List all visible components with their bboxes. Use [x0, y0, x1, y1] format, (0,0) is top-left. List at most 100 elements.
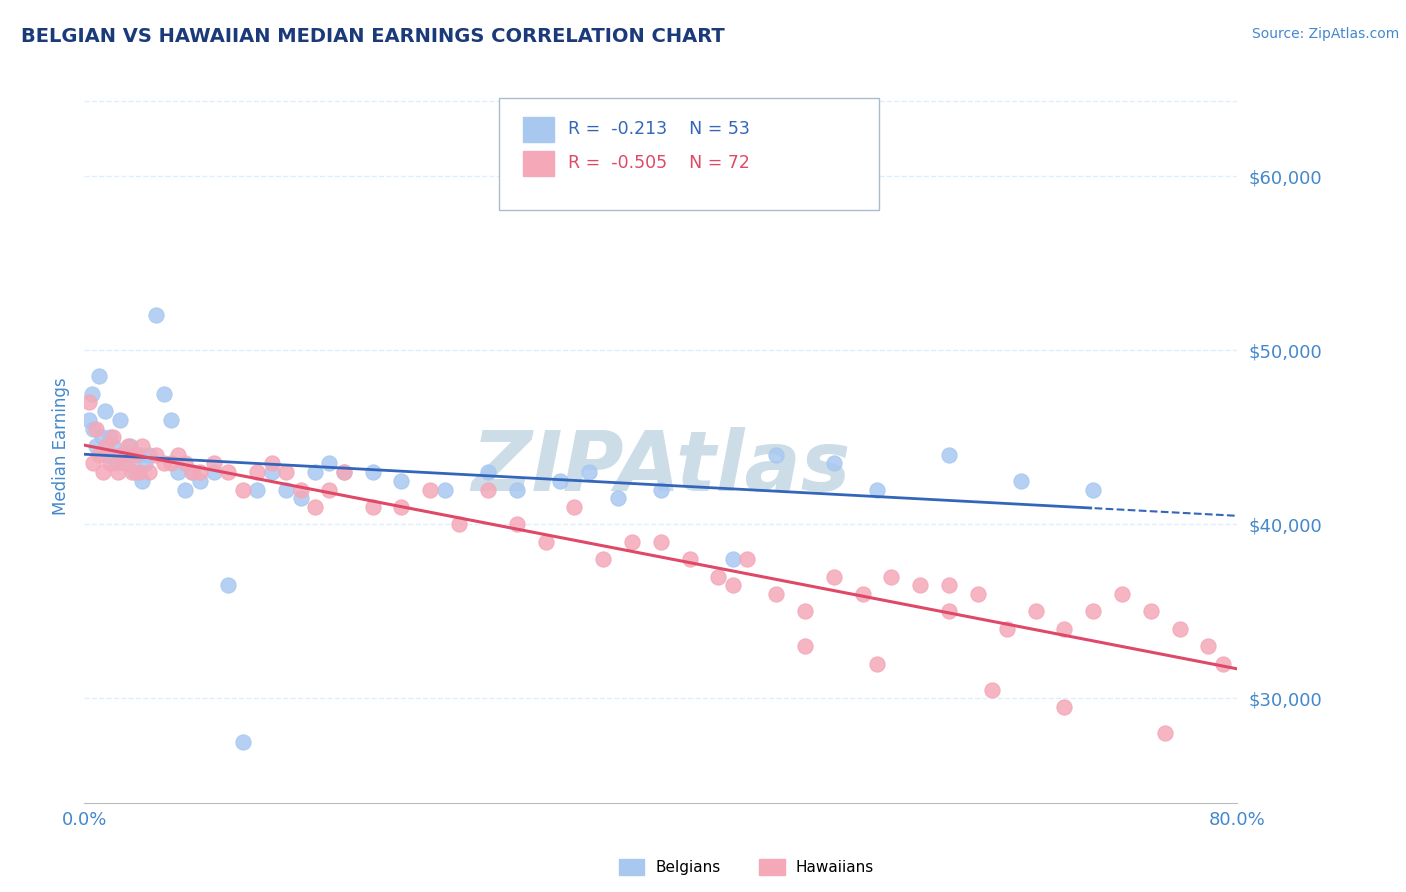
Point — [981, 682, 1004, 697]
Point — [138, 465, 160, 479]
Point — [167, 465, 190, 479]
Point — [679, 552, 702, 566]
Point — [506, 483, 529, 497]
Point — [246, 483, 269, 497]
Point — [246, 465, 269, 479]
Point — [1010, 474, 1032, 488]
Point — [114, 448, 136, 462]
Point — [128, 465, 150, 479]
Point — [152, 457, 174, 471]
Point — [124, 465, 146, 479]
Point — [995, 622, 1018, 636]
Point — [477, 483, 499, 497]
Point — [120, 439, 142, 453]
Point — [866, 483, 889, 497]
Point — [1053, 700, 1076, 714]
Point — [290, 491, 312, 506]
Point — [98, 457, 121, 471]
Point — [260, 457, 283, 471]
Point — [77, 413, 100, 427]
Point — [276, 483, 298, 497]
Point — [433, 483, 456, 497]
Point — [548, 474, 571, 488]
Point — [117, 439, 139, 453]
Point — [110, 413, 132, 427]
Point — [84, 439, 107, 453]
Point — [181, 465, 204, 479]
Point — [477, 465, 499, 479]
Point — [87, 369, 110, 384]
Point — [232, 483, 254, 497]
Point — [765, 587, 787, 601]
Point — [110, 448, 132, 462]
Text: Source: ZipAtlas.com: Source: ZipAtlas.com — [1251, 27, 1399, 41]
Point — [938, 448, 960, 462]
Point — [1025, 604, 1047, 618]
Point — [333, 465, 356, 479]
Point — [94, 439, 117, 453]
Point — [333, 465, 356, 479]
Point — [91, 465, 114, 479]
Point — [290, 483, 312, 497]
Point — [84, 421, 107, 435]
Point — [167, 448, 190, 462]
Point — [80, 386, 103, 401]
Point — [188, 465, 211, 479]
Point — [174, 457, 197, 471]
Point — [82, 457, 104, 471]
Point — [145, 309, 167, 323]
Point — [737, 552, 759, 566]
Point — [506, 517, 529, 532]
Point — [564, 500, 586, 514]
Text: R =  -0.213    N = 53: R = -0.213 N = 53 — [568, 120, 749, 138]
Point — [391, 474, 413, 488]
Point — [1111, 587, 1133, 601]
Point — [1168, 622, 1191, 636]
Point — [794, 639, 817, 653]
Point — [534, 534, 557, 549]
Point — [128, 448, 150, 462]
Point — [96, 448, 118, 462]
Point — [93, 404, 115, 418]
Point — [852, 587, 875, 601]
Point — [174, 483, 197, 497]
Text: BELGIAN VS HAWAIIAN MEDIAN EARNINGS CORRELATION CHART: BELGIAN VS HAWAIIAN MEDIAN EARNINGS CORR… — [21, 27, 725, 45]
Point — [77, 395, 100, 409]
Point — [765, 448, 787, 462]
Point — [794, 604, 817, 618]
Point — [87, 448, 110, 462]
Point — [1198, 639, 1220, 653]
Point — [592, 552, 614, 566]
Point — [967, 587, 990, 601]
Point — [419, 483, 441, 497]
Point — [114, 457, 136, 471]
Point — [318, 483, 340, 497]
Point — [131, 439, 153, 453]
Point — [160, 413, 183, 427]
Point — [103, 430, 124, 444]
Text: Hawaiians: Hawaiians — [796, 860, 875, 874]
Point — [304, 465, 326, 479]
Point — [145, 448, 167, 462]
Point — [218, 465, 240, 479]
Point — [107, 465, 129, 479]
Point — [152, 386, 174, 401]
Point — [276, 465, 298, 479]
Point — [134, 457, 156, 471]
Point — [361, 465, 384, 479]
Point — [880, 569, 903, 583]
Point — [1083, 604, 1105, 618]
Point — [1083, 483, 1105, 497]
Point — [1053, 622, 1076, 636]
Point — [721, 552, 744, 566]
Point — [938, 604, 960, 618]
Point — [90, 430, 112, 444]
Point — [260, 465, 283, 479]
Point — [707, 569, 730, 583]
Text: R =  -0.505    N = 72: R = -0.505 N = 72 — [568, 154, 749, 172]
Point — [138, 448, 160, 462]
Point — [160, 457, 183, 471]
Point — [650, 534, 672, 549]
Point — [188, 474, 211, 488]
Point — [1140, 604, 1163, 618]
